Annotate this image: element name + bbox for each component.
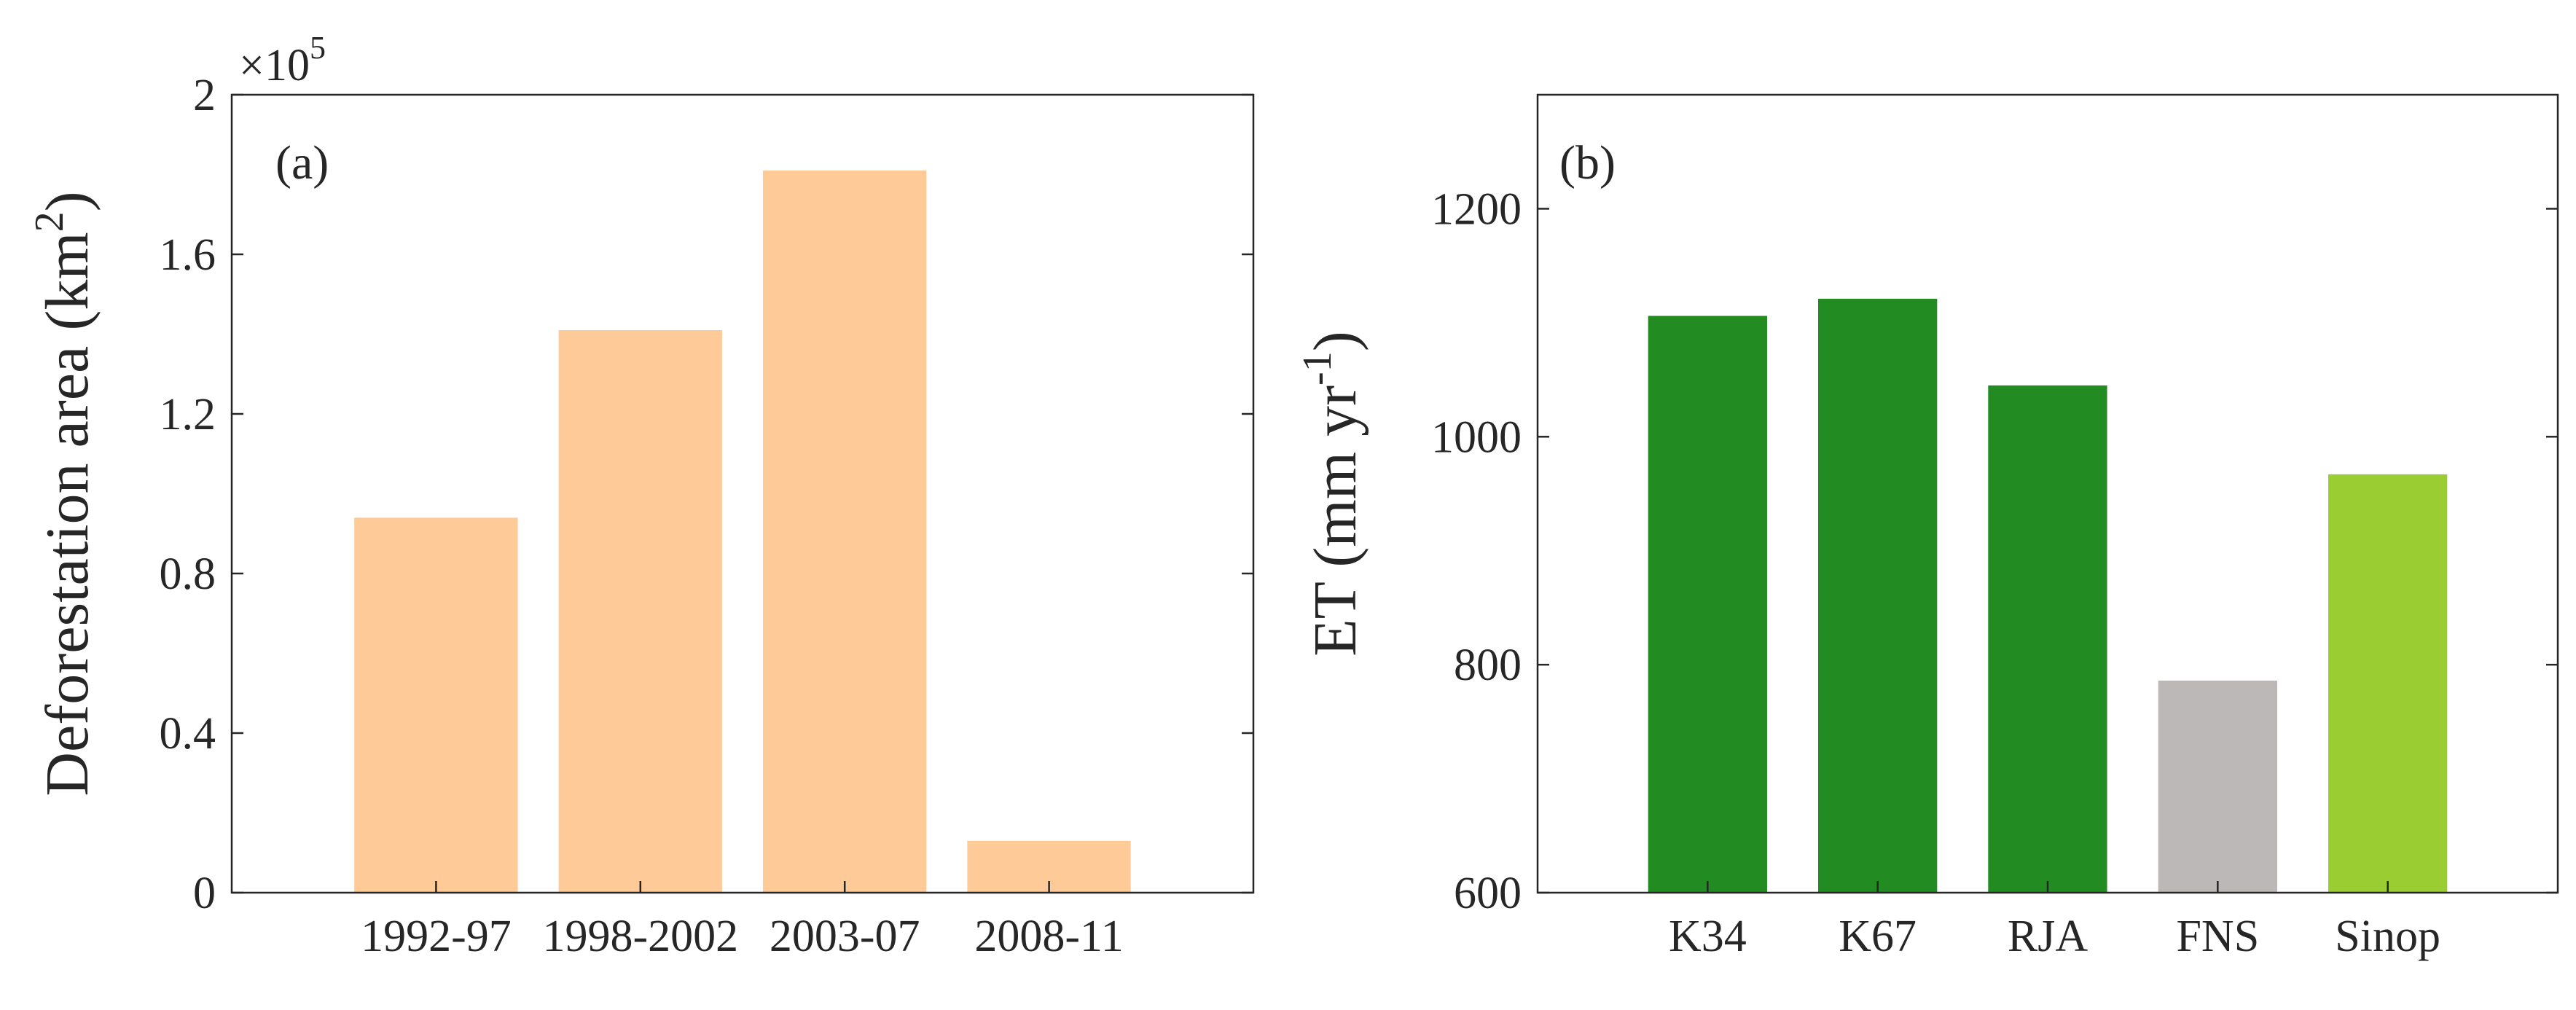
panel-a-axes-box xyxy=(230,93,1255,894)
panel-a-deforestation-chart: 0 0.4 0.8 1.2 1.6 2 1992-97 1998-2002 2003-07 200… xyxy=(27,30,1255,961)
panel-b-ylabel-main: ET (mm yr xyxy=(1301,385,1369,657)
panel-a-ylabel-superscript: 2 xyxy=(27,211,72,232)
panel-a-ytick-label: 1.6 xyxy=(160,230,216,280)
panel-b-ylabel-close: ) xyxy=(1301,331,1369,351)
panel-a-axis-multiplier: ×105 xyxy=(239,30,326,90)
panel-a-ylabel: Deforestation area (km2) xyxy=(27,191,101,796)
panel-b-xtick-label: Sinop xyxy=(2335,912,2440,961)
panel-b-ytick-label: 800 xyxy=(1454,641,1522,690)
panel-b-et-chart: 600 800 1000 1200 K34 K67 RJA FNS Sinop (b) ET (mm… xyxy=(1295,93,2559,961)
panel-a-xtick-label: 2008-11 xyxy=(974,912,1123,961)
panel-a-ylabel-close: ) xyxy=(34,191,101,211)
panel-b-ylabel: ET (mm yr-1) xyxy=(1295,331,1369,656)
panel-a-multiplier-base: ×10 xyxy=(239,41,310,90)
panel-a-xtick-label: 1998-2002 xyxy=(542,912,738,961)
panel-b-xtick-label: K67 xyxy=(1839,912,1917,961)
panel-a-ytick-label: 1.2 xyxy=(160,390,216,439)
panel-a-ytick-label: 0.4 xyxy=(160,709,216,759)
panel-a-ylabel-main: Deforestation area (km xyxy=(34,232,101,796)
panel-a-bar-1998-2002 xyxy=(558,330,722,893)
panel-b-ytick-label: 1200 xyxy=(1431,184,1522,234)
panel-b-xtick-label: K34 xyxy=(1669,912,1747,961)
panel-b-bar-k34 xyxy=(1648,316,1767,893)
panel-b-xtick-label: RJA xyxy=(2008,912,2088,961)
panel-b-panel-label: (b) xyxy=(1559,136,1616,189)
panel-a-ytick-label: 0.8 xyxy=(160,549,216,599)
panel-b-bar-k67 xyxy=(1818,299,1938,893)
panel-a-xtick-label: 2003-07 xyxy=(770,912,920,961)
panel-a-bar-1992-97 xyxy=(354,517,518,893)
panel-a-panel-label: (a) xyxy=(275,136,329,189)
panel-a-ytick-label: 2 xyxy=(193,71,216,120)
panel-a-ytick-label: 0 xyxy=(193,869,216,918)
panel-a-bar-2003-07 xyxy=(763,171,927,893)
panel-b-ytick-label: 600 xyxy=(1454,869,1522,918)
panel-b-bar-rja xyxy=(1988,385,2107,893)
panel-b-bar-fns xyxy=(2158,681,2277,893)
panel-b-ylabel-superscript: -1 xyxy=(1295,351,1340,385)
panel-b-ytick-label: 1000 xyxy=(1431,412,1522,462)
panel-a-xtick-label: 1992-97 xyxy=(361,912,512,961)
panel-b-bar-sinop xyxy=(2328,474,2448,893)
panel-b-xtick-label: FNS xyxy=(2176,912,2259,961)
panel-a-multiplier-exponent: 5 xyxy=(310,30,326,66)
